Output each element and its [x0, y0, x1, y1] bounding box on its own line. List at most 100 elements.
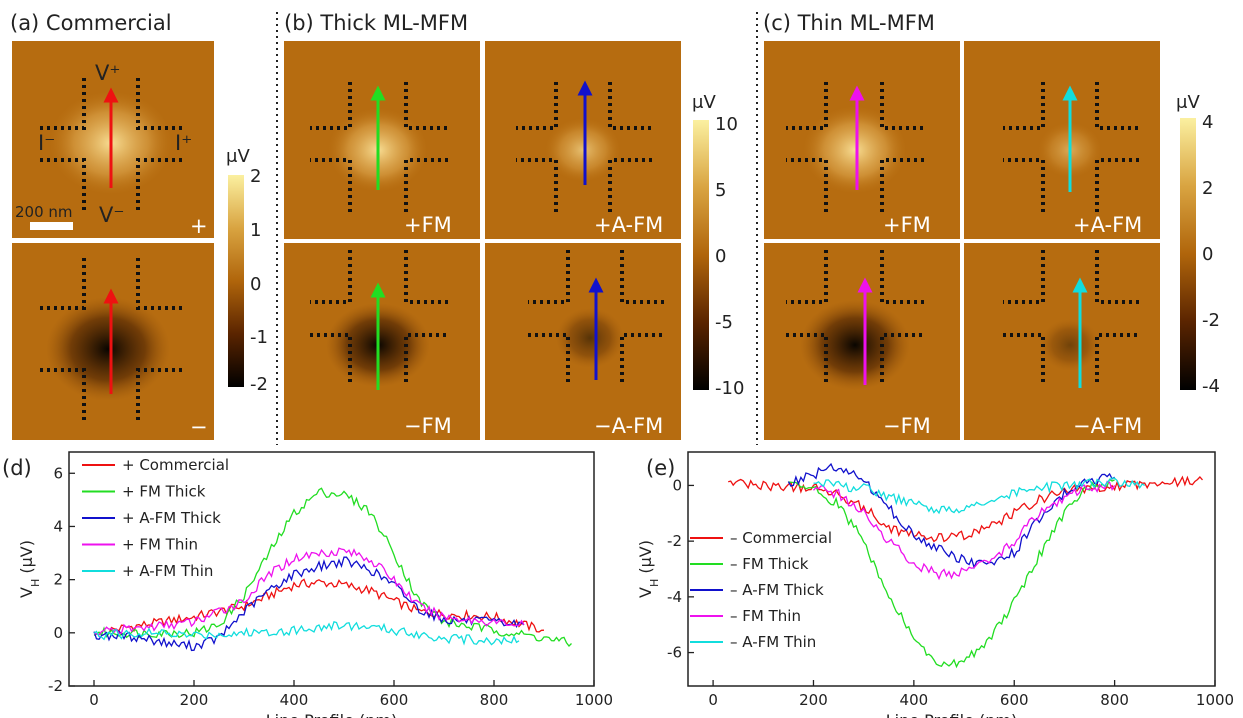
colorbar-b: μV 10 5 0 -5 -10: [692, 92, 744, 399]
image-c-afm-plus: +A-FM: [964, 41, 1160, 239]
label-plus: +: [190, 214, 208, 238]
panel-b-title: (b) Thick ML-MFM: [284, 11, 468, 35]
colorbar-a-tick: -1: [250, 327, 268, 348]
chart-e: 0 200 400 600 800 1000 -6 -4 -2 0 Line Profile (nm…: [636, 451, 1234, 718]
label-minus: −: [190, 415, 208, 439]
colorbar-b-tick: -10: [715, 378, 744, 399]
x-tick-label: 200: [180, 691, 209, 709]
y-tick-label: 4: [53, 517, 63, 535]
panel-a-title: (a) Commercial: [10, 11, 172, 35]
x-tick-label: 800: [1100, 691, 1129, 709]
x-tick-label: 1000: [575, 691, 613, 709]
colorbar-a-tick: 1: [250, 220, 261, 241]
tile-label: +FM: [883, 213, 931, 237]
colorbar-a-tick: 0: [250, 274, 261, 295]
plot-frame: [68, 451, 595, 687]
legend-label: – Commercial: [730, 529, 832, 547]
image-c-fm-plus: +FM: [764, 41, 960, 239]
image-c-fm-minus: −FM: [764, 243, 960, 440]
tile-label: −FM: [404, 414, 452, 438]
image-c-afm-minus: −A-FM: [964, 243, 1160, 440]
colorbar-c-tick: -2: [1202, 310, 1220, 331]
legend-label: + FM Thick: [122, 483, 206, 501]
colorbar-c-unit: μV: [1176, 92, 1200, 113]
legend-label: + FM Thin: [122, 536, 198, 554]
tile-label: +FM: [404, 213, 452, 237]
image-a-minus: −: [12, 243, 214, 440]
image-b-afm-minus: −A-FM: [485, 243, 681, 440]
tile-label: +A-FM: [594, 213, 663, 237]
chart-d-label: (d): [2, 456, 32, 480]
x-axis-title: Line Profile (nm): [886, 711, 1017, 718]
series-line: [93, 547, 525, 636]
y-tick-label: -2: [667, 532, 682, 550]
colorbar-b-tick: 0: [715, 246, 726, 267]
legend-label: – FM Thin: [730, 607, 801, 625]
colorbar-b-tick: -5: [715, 312, 733, 333]
plot-frame: [687, 451, 1216, 687]
colorbar-a-tick: 2: [250, 166, 261, 187]
image-b-fm-plus: +FM: [284, 41, 480, 239]
y-axis-title: VH (μV): [636, 540, 661, 598]
colorbar-c: μV 4 2 0 -2 -4: [1176, 92, 1220, 397]
legend-label: – FM Thick: [730, 555, 809, 573]
cross-outline: [40, 78, 182, 210]
tile-label: −FM: [883, 414, 931, 438]
y-tick-label: -2: [48, 677, 63, 695]
image-a-plus: V⁺ I⁻ I⁺ V⁻ 200 nm +: [12, 41, 214, 238]
chart-d: 0 200 400 600 800 1000 -2 0 2 4 6 Line Profile (nm)…: [17, 451, 613, 718]
tile-label: −A-FM: [594, 414, 663, 438]
x-tick-label: 1000: [1196, 691, 1234, 709]
panel-c-title: (c) Thin ML-MFM: [763, 11, 935, 35]
colorbar-a-tick: -2: [250, 374, 268, 395]
legend-label: + Commercial: [122, 456, 229, 474]
scalebar: [30, 222, 73, 230]
y-tick-label: -6: [667, 644, 682, 662]
tile-label: +A-FM: [1073, 213, 1142, 237]
x-tick-label: 600: [380, 691, 409, 709]
y-tick-label: -4: [667, 588, 682, 606]
series-line: [93, 556, 525, 652]
y-axis-title: VH (μV): [17, 540, 42, 598]
label-vminus: V⁻: [99, 203, 124, 227]
series-line: [788, 478, 1115, 669]
chart-e-label: (e): [646, 456, 675, 480]
colorbar-c-tick: 0: [1202, 244, 1213, 265]
x-tick-label: 600: [1000, 691, 1029, 709]
series-line: [728, 475, 1203, 543]
colorbar-c-tick: -4: [1202, 376, 1220, 397]
y-tick-label: 0: [672, 476, 682, 494]
x-tick-label: 0: [708, 691, 718, 709]
x-tick-label: 400: [900, 691, 929, 709]
colorbar-a-unit: μV: [226, 146, 250, 167]
label-vplus: V⁺: [95, 61, 120, 85]
image-b-fm-minus: −FM: [284, 243, 480, 440]
legend-label: + A-FM Thick: [122, 509, 221, 527]
label-iplus: I⁺: [175, 131, 192, 155]
colorbar-c-tick: 4: [1202, 112, 1213, 133]
x-tick-label: 0: [89, 691, 99, 709]
colorbar-b-unit: μV: [692, 92, 716, 113]
y-tick-label: 2: [53, 571, 63, 589]
series-line: [93, 487, 572, 647]
colorbar-b-tick: 10: [715, 114, 738, 135]
x-tick-label: 400: [280, 691, 309, 709]
legend-label: + A-FM Thin: [122, 562, 213, 580]
legend-label: – A-FM Thick: [730, 581, 824, 599]
y-tick-label: 0: [53, 624, 63, 642]
colorbar-c-tick: 2: [1202, 178, 1213, 199]
colorbar-b-tick: 5: [715, 180, 726, 201]
tile-label: −A-FM: [1073, 414, 1142, 438]
series-line: [813, 477, 1145, 515]
scalebar-label: 200 nm: [15, 203, 73, 221]
label-iminus: I⁻: [38, 131, 55, 155]
x-axis-title: Line Profile (nm): [266, 711, 397, 718]
colorbar-a: μV 2 1 0 -1 -2: [226, 146, 268, 395]
series-line: [813, 480, 1116, 581]
x-tick-label: 200: [799, 691, 828, 709]
y-tick-label: 6: [53, 464, 63, 482]
x-tick-label: 800: [480, 691, 509, 709]
series-line: [93, 621, 520, 646]
legend-label: – A-FM Thin: [730, 633, 816, 651]
